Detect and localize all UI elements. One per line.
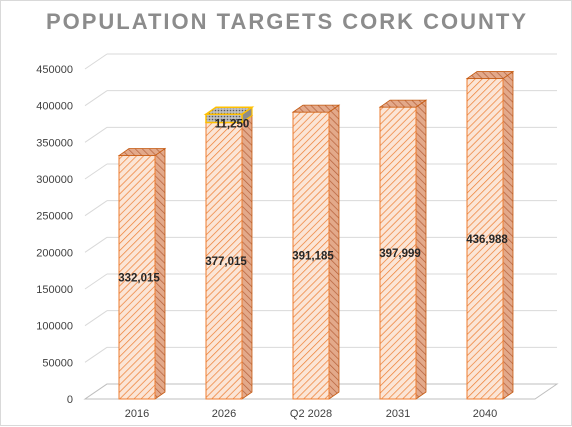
bar-top (378, 99, 428, 108)
gridline-side (84, 90, 108, 107)
bar (379, 106, 417, 400)
y-tick-label: 50000 (42, 357, 73, 369)
y-tick-label: 200000 (36, 247, 73, 259)
stack-top (203, 106, 255, 116)
gridline-side (84, 310, 108, 327)
x-tick-label: 2031 (386, 408, 410, 420)
gridline-side (84, 236, 108, 253)
gridline-side (84, 126, 108, 143)
y-tick-label: 0 (67, 394, 73, 406)
bar-data-label: 332,015 (118, 272, 160, 284)
y-tick-label: 150000 (36, 284, 73, 296)
gridline-side (84, 346, 108, 363)
y-tick-label: 450000 (36, 64, 73, 76)
bar-data-label: 436,988 (466, 234, 508, 246)
y-tick-label: 400000 (36, 101, 73, 113)
bar-top (291, 104, 341, 113)
bar (466, 78, 504, 400)
y-tick-label: 300000 (36, 174, 73, 186)
x-tick-label: Q2 2028 (290, 408, 332, 420)
x-tick-label: 2026 (212, 408, 236, 420)
y-tick-label: 100000 (36, 321, 73, 333)
bar (292, 111, 330, 400)
gridline-side (84, 273, 108, 290)
x-tick-label: 2016 (125, 408, 149, 420)
bar-top (465, 71, 515, 79)
gridline-side (84, 53, 108, 70)
bar-data-label: 391,185 (292, 251, 334, 263)
bar-data-label: 377,015 (205, 256, 247, 268)
bar (205, 122, 243, 400)
gridline-side (84, 200, 108, 217)
x-tick-label: 2040 (473, 408, 497, 420)
y-tick-label: 350000 (36, 137, 73, 149)
gridline-side (84, 163, 108, 180)
stack-data-label: 11,250 (215, 118, 250, 130)
bar-top (117, 148, 167, 156)
bar-data-label: 397,999 (379, 248, 421, 260)
bar (118, 155, 156, 400)
chart-title: POPULATION TARGETS CORK COUNTY (45, 9, 529, 34)
y-tick-label: 250000 (36, 211, 73, 223)
